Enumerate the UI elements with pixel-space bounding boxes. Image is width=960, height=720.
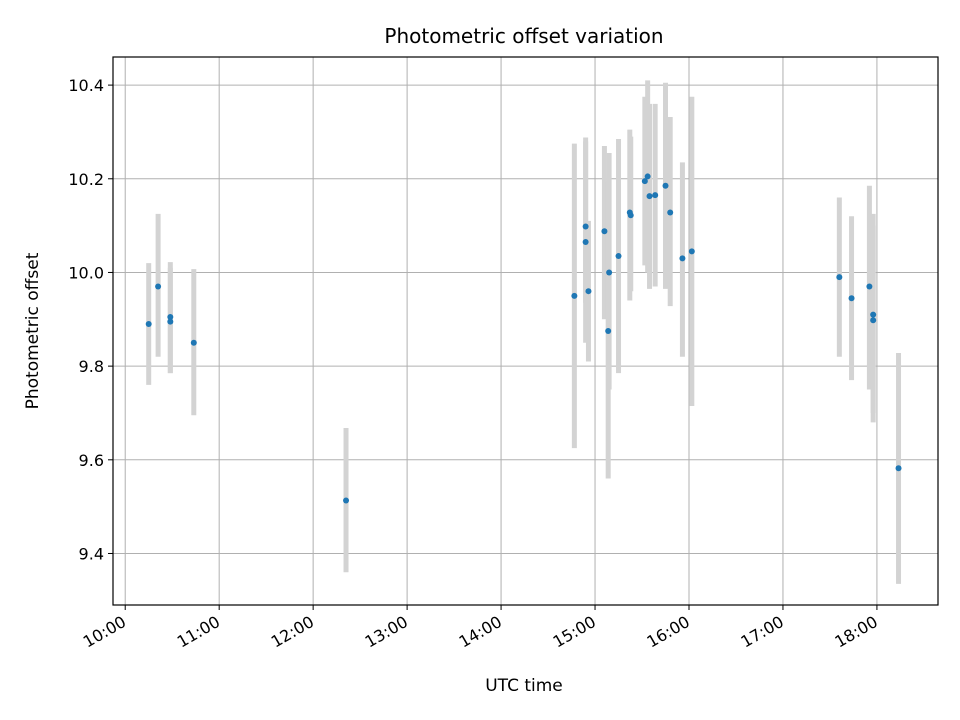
y-tick-label: 10.2 — [68, 170, 104, 189]
data-point — [895, 465, 902, 472]
grid — [113, 57, 938, 605]
y-tick-label: 9.6 — [79, 451, 104, 470]
y-tick-label: 9.4 — [79, 544, 104, 563]
data-points — [145, 173, 902, 504]
data-point — [848, 295, 855, 302]
data-point — [646, 193, 653, 200]
data-point — [836, 274, 843, 281]
data-point — [582, 223, 589, 230]
y-axis-ticks: 9.4 9.6 9.8 10.0 10.2 10.4 — [68, 76, 113, 563]
x-tick-label: 17:00 — [738, 612, 787, 652]
chart-title: Photometric offset variation — [384, 24, 663, 48]
data-point — [615, 253, 622, 260]
y-axis-label: Photometric offset — [23, 252, 43, 409]
data-point — [679, 255, 686, 262]
data-point — [870, 311, 877, 318]
data-point — [145, 320, 152, 327]
x-tick-label: 12:00 — [268, 612, 317, 652]
data-point — [870, 317, 877, 324]
y-tick-label: 10.4 — [68, 76, 104, 95]
data-point — [866, 283, 873, 290]
data-point — [688, 248, 695, 255]
data-point — [662, 182, 669, 189]
data-point — [601, 228, 608, 235]
x-tick-label: 15:00 — [550, 612, 599, 652]
plot-frame — [112, 56, 939, 606]
x-tick-label: 11:00 — [174, 612, 223, 652]
data-point — [605, 328, 612, 334]
data-point — [167, 313, 174, 320]
x-axis-ticks: 10:00 11:00 12:00 13:00 14:00 15:00 16:00 17:00… — [80, 605, 881, 652]
data-point — [571, 292, 578, 299]
data-point — [606, 269, 613, 276]
data-point — [585, 288, 592, 295]
x-tick-label: 14:00 — [456, 612, 505, 652]
data-point — [652, 192, 659, 199]
data-point — [167, 318, 174, 325]
data-point — [644, 173, 651, 180]
x-tick-label: 13:00 — [362, 612, 411, 652]
x-tick-label: 18:00 — [831, 612, 880, 652]
y-tick-label: 10.0 — [68, 263, 104, 282]
x-tick-label: 10:00 — [80, 612, 129, 652]
data-point — [641, 178, 648, 185]
data-point — [190, 339, 197, 346]
data-point — [582, 239, 589, 246]
data-point — [343, 497, 350, 504]
data-point — [627, 212, 634, 219]
data-point — [667, 209, 674, 216]
data-point — [155, 283, 162, 290]
x-tick-label: 16:00 — [644, 612, 693, 652]
y-tick-label: 9.8 — [79, 357, 104, 376]
x-axis-label: UTC time — [485, 676, 563, 696]
error-bars — [146, 80, 902, 584]
